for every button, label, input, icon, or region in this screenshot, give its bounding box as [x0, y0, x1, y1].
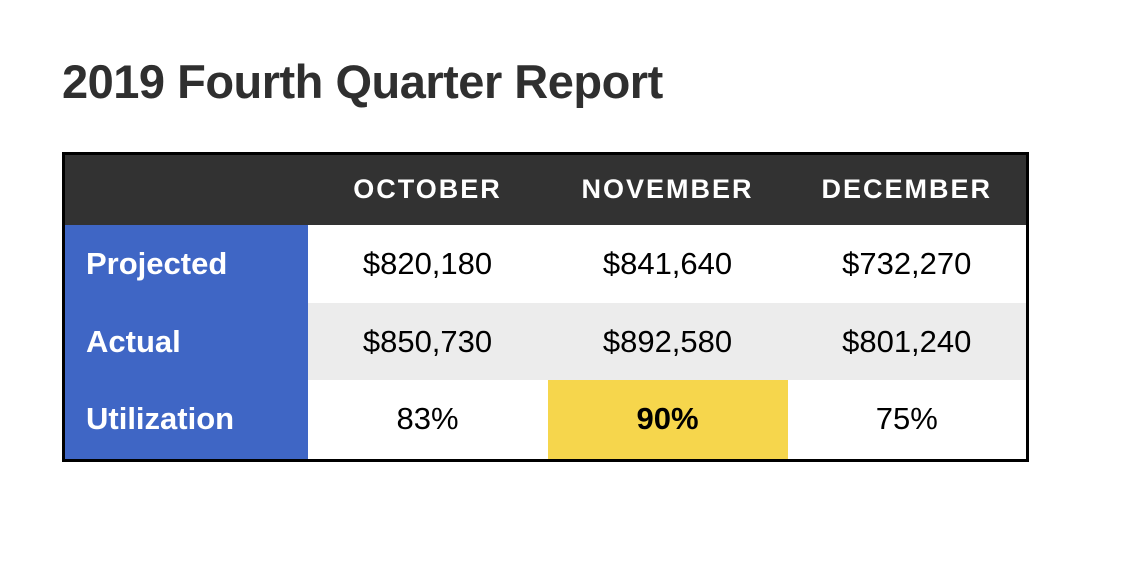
cell-actual-december: $801,240 [787, 303, 1028, 381]
cell-actual-november: $892,580 [547, 303, 788, 381]
row-label-projected: Projected [63, 225, 308, 304]
cell-utilization-december: 75% [787, 380, 1028, 461]
cell-utilization-november: 90% [547, 380, 788, 461]
cell-utilization-october: 83% [307, 380, 548, 461]
cell-actual-october: $850,730 [307, 303, 548, 381]
report-page: 2019 Fourth Quarter Report OCTOBER NOVEM… [0, 56, 1128, 462]
column-header-october: OCTOBER [307, 153, 548, 226]
table-row-actual: Actual $850,730 $892,580 $801,240 [63, 303, 1028, 381]
quarter-report-table: OCTOBER NOVEMBER DECEMBER Projected $820… [62, 151, 1029, 462]
cell-projected-october: $820,180 [307, 225, 548, 304]
table-header-row: OCTOBER NOVEMBER DECEMBER [63, 153, 1028, 226]
page-title: 2019 Fourth Quarter Report [62, 55, 663, 108]
cell-projected-december: $732,270 [787, 225, 1028, 304]
cell-projected-november: $841,640 [547, 225, 788, 304]
column-header-november: NOVEMBER [547, 153, 788, 226]
row-label-utilization: Utilization [63, 380, 308, 461]
corner-cell [63, 153, 308, 226]
table-row-utilization: Utilization 83% 90% 75% [63, 380, 1028, 461]
row-label-actual: Actual [63, 303, 308, 381]
column-header-december: DECEMBER [787, 153, 1028, 226]
table-row-projected: Projected $820,180 $841,640 $732,270 [63, 225, 1028, 304]
